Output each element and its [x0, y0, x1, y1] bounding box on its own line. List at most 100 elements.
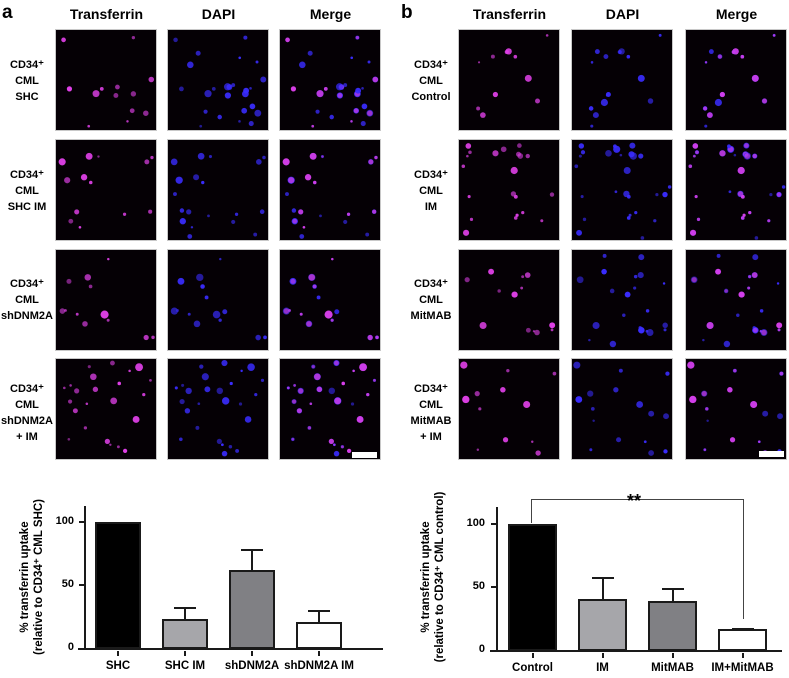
row-label-line: CD34⁺: [414, 59, 448, 71]
ylabel-line: (relative to CD34⁺ CML control): [434, 491, 446, 663]
row-label-line: CD34⁺: [10, 383, 44, 395]
row-label-line: + IM: [16, 431, 38, 443]
chart-b: % transferrin uptake (relative to CD34⁺ …: [395, 480, 789, 678]
panel-b-micrograph-merge-row-1: [685, 29, 787, 131]
bar-control: [508, 524, 557, 651]
row-label-line: CD34⁺: [414, 278, 448, 290]
row-label-line: CML: [419, 399, 443, 411]
error-bar-cap: [731, 628, 754, 631]
row-label-line: CD34⁺: [10, 59, 44, 71]
panel-a-micrograph-dapi-row-4: [167, 358, 269, 460]
panel-a-micrograph-transferrin-row-1: [55, 29, 157, 131]
row-label-line: MitMAB: [410, 415, 452, 427]
chart-a-y-axis: [84, 506, 86, 650]
chart-a: % transferrin uptake (relative to CD34⁺ …: [0, 480, 400, 678]
panel-a-letter: a: [2, 2, 13, 23]
panel-a-row-label-shdnm2a: CD34⁺ CML shDNM2A: [0, 276, 54, 324]
panel-a-micrograph-merge-row-1: [279, 29, 381, 131]
error-bar-cap: [591, 577, 614, 580]
panel-a-micrograph-merge-row-2: [279, 139, 381, 241]
bar-shc: [95, 522, 141, 649]
x-tick: [117, 651, 119, 656]
row-label-line: shDNM2A: [1, 415, 53, 427]
panel-a-micrograph-transferrin-row-4: [55, 358, 157, 460]
panel-a-col-dapi: DAPI: [201, 6, 236, 22]
error-bar: [671, 587, 674, 604]
row-label-line: CD34⁺: [10, 278, 44, 290]
panel-a-col-transferrin: Transferrin: [69, 6, 144, 22]
error-bar: [184, 607, 186, 621]
bar-mitmab: [648, 601, 697, 651]
row-label-line: CML: [15, 399, 39, 411]
chart-a-x-axis: [78, 648, 383, 650]
panel-b-micrograph-dapi-row-1: [571, 29, 673, 131]
chart-b-y-axis: [496, 507, 498, 652]
bar-shdnm2a-im: [296, 622, 342, 649]
panel-b-micrograph-dapi-row-4: [571, 358, 673, 460]
x-category-label: shDNM2A IM: [284, 660, 354, 672]
panel-a-row-label-shdnm2a-im: CD34⁺ CML shDNM2A + IM: [0, 381, 54, 445]
error-bar-cap: [174, 607, 196, 610]
chart-b-ytick-label: 50: [472, 580, 485, 592]
panel-a-micrograph-transferrin-row-3: [55, 249, 157, 351]
panel-a-row-label-shc: CD34⁺ CML SHC: [0, 57, 54, 105]
significance-stars: **: [627, 491, 642, 511]
error-bar-cap: [661, 587, 684, 590]
x-tick: [531, 653, 534, 658]
row-label-line: CML: [419, 294, 443, 306]
error-bar: [601, 577, 604, 601]
row-label-line: Control: [411, 91, 451, 103]
panel-a-micrograph-transferrin-row-2: [55, 139, 157, 241]
x-tick: [251, 651, 253, 656]
panel-b-micrograph-merge-row-3: [685, 249, 787, 351]
row-label-line: + IM: [420, 431, 442, 443]
error-bar-cap: [308, 609, 330, 612]
x-tick: [184, 651, 186, 656]
bar-im-mitmab: [718, 629, 767, 651]
row-label-line: CD34⁺: [414, 169, 448, 181]
ylabel-line: % transferrin uptake: [420, 521, 432, 633]
x-category-label: IM+MitMAB: [711, 662, 774, 674]
bar-im: [578, 598, 627, 651]
panel-b-micrograph-transferrin-row-4: [458, 358, 560, 460]
error-bar: [251, 548, 253, 573]
chart-b-ytick: [491, 523, 497, 525]
row-label-line: CML: [15, 75, 39, 87]
chart-a-ylabel: % transferrin uptake (relative to CD34⁺ …: [18, 492, 46, 662]
error-bar: [318, 609, 320, 625]
x-category-label: Control: [512, 662, 553, 674]
chart-a-ytick-label: 50: [61, 578, 74, 590]
chart-b-x-axis: [490, 650, 782, 652]
panel-b-micrograph-transferrin-row-1: [458, 29, 560, 131]
panel-a-micrograph-dapi-row-3: [167, 249, 269, 351]
significance-bracket: [531, 499, 744, 500]
x-category-label: shDNM2A: [224, 660, 280, 672]
scale-bar-a: [352, 452, 377, 458]
chart-b-ytick-label: 100: [466, 517, 485, 529]
row-label-line: SHC IM: [7, 201, 47, 213]
panel-a-micrograph-merge-row-3: [279, 249, 381, 351]
panel-b-micrograph-merge-row-2: [685, 139, 787, 241]
panel-b-micrograph-dapi-row-3: [571, 249, 673, 351]
ylabel-line: (relative to CD34⁺ CML SHC): [33, 498, 45, 656]
x-tick: [318, 651, 320, 656]
panel-b-row-label-mitmab: CD34⁺ CML MitMAB: [404, 276, 458, 324]
row-label-line: CD34⁺: [10, 169, 44, 181]
row-label-line: CML: [419, 75, 443, 87]
panel-a-micrograph-merge-row-4: [279, 358, 381, 460]
panel-b-col-merge: Merge: [715, 6, 758, 22]
row-label-line: CD34⁺: [414, 383, 448, 395]
x-category-label: IM: [596, 662, 609, 674]
chart-a-ytick: [79, 521, 85, 523]
row-label-line: CML: [15, 294, 39, 306]
panel-b-letter: b: [401, 2, 413, 23]
panel-b-col-dapi: DAPI: [605, 6, 640, 22]
chart-b-ylabel: % transferrin uptake (relative to CD34⁺ …: [419, 489, 447, 665]
x-tick: [671, 653, 674, 658]
panel-b-row-label-mitmab-im: CD34⁺ CML MitMAB + IM: [404, 381, 458, 445]
x-category-label: SHC IM: [164, 660, 206, 672]
significance-bracket-right: [743, 499, 744, 619]
scale-bar-b: [759, 451, 784, 457]
x-tick: [741, 653, 744, 658]
x-tick: [601, 653, 604, 658]
